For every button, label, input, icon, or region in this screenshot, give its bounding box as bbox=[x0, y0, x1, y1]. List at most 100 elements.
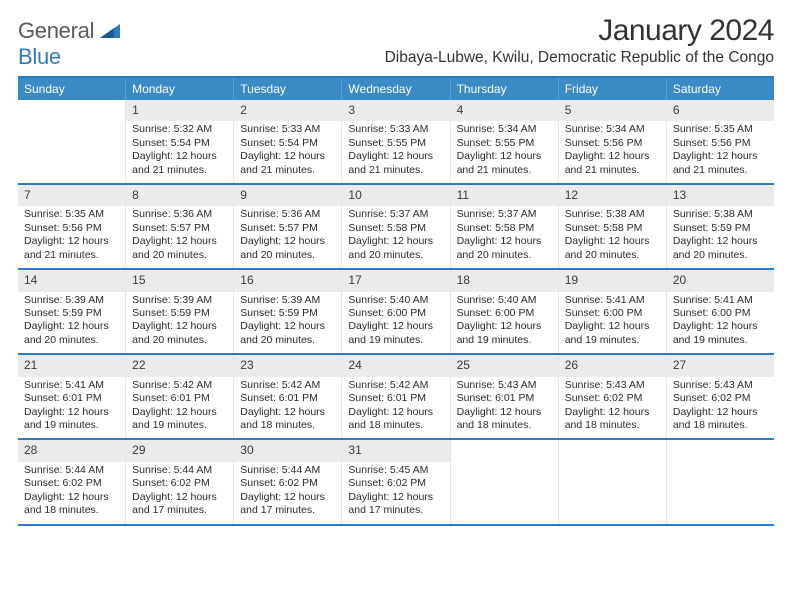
sunset-line: Sunset: 6:02 PM bbox=[565, 392, 662, 405]
sunset-line: Sunset: 6:02 PM bbox=[24, 477, 121, 490]
day-cell: 5Sunrise: 5:34 AMSunset: 5:56 PMDaylight… bbox=[558, 100, 666, 183]
day-cell: 12Sunrise: 5:38 AMSunset: 5:58 PMDayligh… bbox=[558, 185, 666, 268]
daylight-line: Daylight: 12 hours bbox=[457, 320, 554, 333]
sunrise-line: Sunrise: 5:37 AM bbox=[348, 208, 445, 221]
sunset-line: Sunset: 5:54 PM bbox=[132, 137, 229, 150]
daylight-line: Daylight: 12 hours bbox=[457, 150, 554, 163]
sunrise-line: Sunrise: 5:38 AM bbox=[673, 208, 770, 221]
day-number: 19 bbox=[559, 270, 666, 291]
day-number: 9 bbox=[234, 185, 341, 206]
sunset-line: Sunset: 5:54 PM bbox=[240, 137, 337, 150]
sunrise-line: Sunrise: 5:41 AM bbox=[565, 294, 662, 307]
day-body: Sunrise: 5:39 AMSunset: 5:59 PMDaylight:… bbox=[126, 294, 233, 348]
day-body: Sunrise: 5:41 AMSunset: 6:01 PMDaylight:… bbox=[18, 379, 125, 433]
daylight-line: Daylight: 12 hours bbox=[24, 491, 121, 504]
day-number: 20 bbox=[667, 270, 774, 291]
sunrise-line: Sunrise: 5:45 AM bbox=[348, 464, 445, 477]
day-cell: 4Sunrise: 5:34 AMSunset: 5:55 PMDaylight… bbox=[450, 100, 558, 183]
day-body: Sunrise: 5:41 AMSunset: 6:00 PMDaylight:… bbox=[667, 294, 774, 348]
day-cell bbox=[666, 440, 774, 523]
daylight-line: and 20 minutes. bbox=[673, 249, 770, 262]
daylight-line: and 18 minutes. bbox=[673, 419, 770, 432]
daylight-line: Daylight: 12 hours bbox=[348, 150, 445, 163]
daylight-line: and 20 minutes. bbox=[132, 334, 229, 347]
daylight-line: Daylight: 12 hours bbox=[132, 406, 229, 419]
day-number: 29 bbox=[126, 440, 233, 461]
sunrise-line: Sunrise: 5:44 AM bbox=[24, 464, 121, 477]
daylight-line: Daylight: 12 hours bbox=[240, 406, 337, 419]
sunset-line: Sunset: 6:02 PM bbox=[240, 477, 337, 490]
day-cell: 20 Sunrise: 5:41 AMSunset: 6:00 PMDayligh… bbox=[666, 270, 774, 353]
sunset-line: Sunset: 6:01 PM bbox=[457, 392, 554, 405]
day-of-week-header: Tuesday bbox=[233, 78, 341, 100]
daylight-line: and 21 minutes. bbox=[24, 249, 121, 262]
day-cell: 3Sunrise: 5:33 AMSunset: 5:55 PMDaylight… bbox=[341, 100, 449, 183]
day-body: Sunrise: 5:36 AMSunset: 5:57 PMDaylight:… bbox=[234, 208, 341, 262]
day-number: 27 bbox=[667, 355, 774, 376]
daylight-line: and 19 minutes. bbox=[24, 419, 121, 432]
day-number: 25 bbox=[451, 355, 558, 376]
sunset-line: Sunset: 5:55 PM bbox=[348, 137, 445, 150]
daylight-line: Daylight: 12 hours bbox=[565, 235, 662, 248]
sunset-line: Sunset: 6:01 PM bbox=[132, 392, 229, 405]
week-row: 7Sunrise: 5:35 AMSunset: 5:56 PMDaylight… bbox=[18, 185, 774, 270]
sunrise-line: Sunrise: 5:41 AM bbox=[24, 379, 121, 392]
daylight-line: and 17 minutes. bbox=[348, 504, 445, 517]
day-cell: 25Sunrise: 5:43 AMSunset: 6:01 PMDayligh… bbox=[450, 355, 558, 438]
sunrise-line: Sunrise: 5:34 AM bbox=[565, 123, 662, 136]
day-body: Sunrise: 5:37 AMSunset: 5:58 PMDaylight:… bbox=[342, 208, 449, 262]
day-cell: 6Sunrise: 5:35 AMSunset: 5:56 PMDaylight… bbox=[666, 100, 774, 183]
sunrise-line: Sunrise: 5:40 AM bbox=[348, 294, 445, 307]
sunrise-line: Sunrise: 5:42 AM bbox=[240, 379, 337, 392]
empty-day bbox=[667, 440, 774, 461]
day-number: 31 bbox=[342, 440, 449, 461]
sunset-line: Sunset: 6:01 PM bbox=[348, 392, 445, 405]
day-number: 30 bbox=[234, 440, 341, 461]
day-cell: 15 Sunrise: 5:39 AMSunset: 5:59 PMDayligh… bbox=[125, 270, 233, 353]
month-title: January 2024 bbox=[385, 14, 774, 48]
sunset-line: Sunset: 6:02 PM bbox=[348, 477, 445, 490]
sunrise-line: Sunrise: 5:39 AM bbox=[24, 294, 121, 307]
day-number: 6 bbox=[667, 100, 774, 121]
calendar: SundayMondayTuesdayWednesdayThursdayFrid… bbox=[18, 76, 774, 526]
sunset-line: Sunset: 5:55 PM bbox=[457, 137, 554, 150]
sunrise-line: Sunrise: 5:40 AM bbox=[457, 294, 554, 307]
daylight-line: and 19 minutes. bbox=[565, 334, 662, 347]
day-number: 26 bbox=[559, 355, 666, 376]
day-body: Sunrise: 5:39 AMSunset: 5:59 PMDaylight:… bbox=[18, 294, 125, 348]
daylight-line: and 19 minutes. bbox=[457, 334, 554, 347]
brand-text: General Blue bbox=[18, 18, 122, 70]
day-number: 8 bbox=[126, 185, 233, 206]
day-of-week-row: SundayMondayTuesdayWednesdayThursdayFrid… bbox=[18, 78, 774, 100]
sunset-line: Sunset: 6:00 PM bbox=[673, 307, 770, 320]
day-cell bbox=[450, 440, 558, 523]
day-number: 15 bbox=[126, 270, 233, 291]
day-body: Sunrise: 5:38 AMSunset: 5:58 PMDaylight:… bbox=[559, 208, 666, 262]
day-number: 23 bbox=[234, 355, 341, 376]
sunrise-line: Sunrise: 5:35 AM bbox=[24, 208, 121, 221]
week-row: 21Sunrise: 5:41 AMSunset: 6:01 PMDayligh… bbox=[18, 355, 774, 440]
daylight-line: Daylight: 12 hours bbox=[565, 406, 662, 419]
day-body: Sunrise: 5:33 AMSunset: 5:54 PMDaylight:… bbox=[234, 123, 341, 177]
day-number: 1 bbox=[126, 100, 233, 121]
sunrise-line: Sunrise: 5:42 AM bbox=[348, 379, 445, 392]
day-body: Sunrise: 5:34 AMSunset: 5:55 PMDaylight:… bbox=[451, 123, 558, 177]
day-number: 2 bbox=[234, 100, 341, 121]
day-body: Sunrise: 5:43 AMSunset: 6:02 PMDaylight:… bbox=[667, 379, 774, 433]
sunrise-line: Sunrise: 5:37 AM bbox=[457, 208, 554, 221]
day-number: 16 bbox=[234, 270, 341, 291]
sunset-line: Sunset: 5:58 PM bbox=[565, 222, 662, 235]
day-cell: 22Sunrise: 5:42 AMSunset: 6:01 PMDayligh… bbox=[125, 355, 233, 438]
sunrise-line: Sunrise: 5:32 AM bbox=[132, 123, 229, 136]
week-row: 14Sunrise: 5:39 AMSunset: 5:59 PMDayligh… bbox=[18, 270, 774, 355]
day-number: 13 bbox=[667, 185, 774, 206]
day-cell: 1Sunrise: 5:32 AMSunset: 5:54 PMDaylight… bbox=[125, 100, 233, 183]
day-cell: 11Sunrise: 5:37 AMSunset: 5:58 PMDayligh… bbox=[450, 185, 558, 268]
sunrise-line: Sunrise: 5:33 AM bbox=[240, 123, 337, 136]
sunrise-line: Sunrise: 5:39 AM bbox=[240, 294, 337, 307]
sunrise-line: Sunrise: 5:36 AM bbox=[132, 208, 229, 221]
daylight-line: Daylight: 12 hours bbox=[24, 235, 121, 248]
day-number: 14 bbox=[18, 270, 125, 291]
daylight-line: Daylight: 12 hours bbox=[673, 406, 770, 419]
empty-day bbox=[18, 100, 125, 121]
